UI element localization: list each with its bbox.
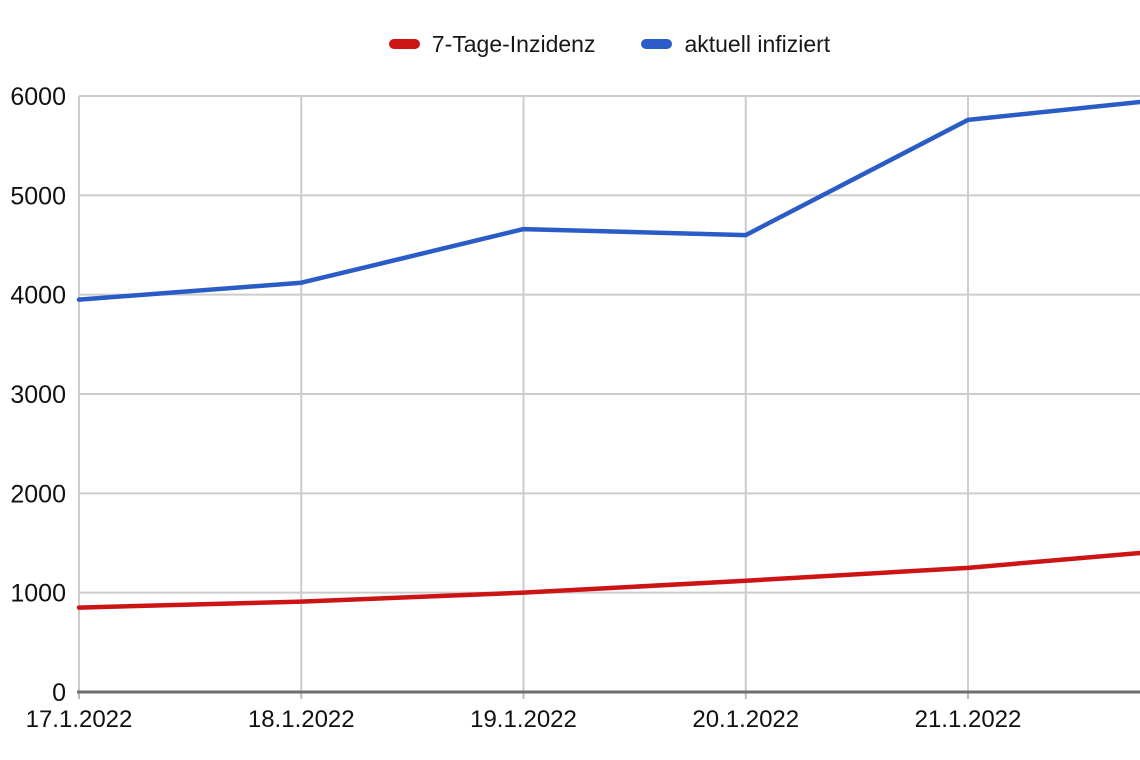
series-line-aktuell-infiziert [76,99,1140,302]
y-tick-label-2000: 2000 [10,480,66,508]
legend-item-aktuell-infiziert: aktuell infiziert [641,31,830,58]
y-tick-label-3000: 3000 [10,381,66,409]
legend-item-7-tage-inzidenz: 7-Tage-Inzidenz [388,30,596,58]
y-tick-label-4000: 4000 [10,282,66,310]
x-tick-label-2: 19.1.2022 [470,706,577,733]
x-tick-label-0: 17.1.2022 [26,706,133,733]
series-line-7-tage-inzidenz [76,550,1140,610]
chart-legend: 7-Tage-Inzidenz aktuell infiziert [79,30,1140,58]
y-tick-label-6000: 6000 [10,83,66,111]
y-tick-label-5000: 5000 [10,182,66,210]
x-tick-label-4: 21.1.2022 [915,706,1022,733]
legend-label-7-tage-inzidenz: 7-Tage-Inzidenz [431,30,596,57]
y-tick-label-1000: 1000 [10,580,66,608]
y-tick-label-0: 0 [52,679,66,707]
legend-swatch-blue-icon [641,39,673,49]
legend-swatch-red-icon [388,39,420,49]
x-tick-label-1: 18.1.2022 [248,706,355,733]
x-tick-label-3: 20.1.2022 [692,706,799,733]
legend-label-aktuell-infiziert: aktuell infiziert [684,30,831,57]
